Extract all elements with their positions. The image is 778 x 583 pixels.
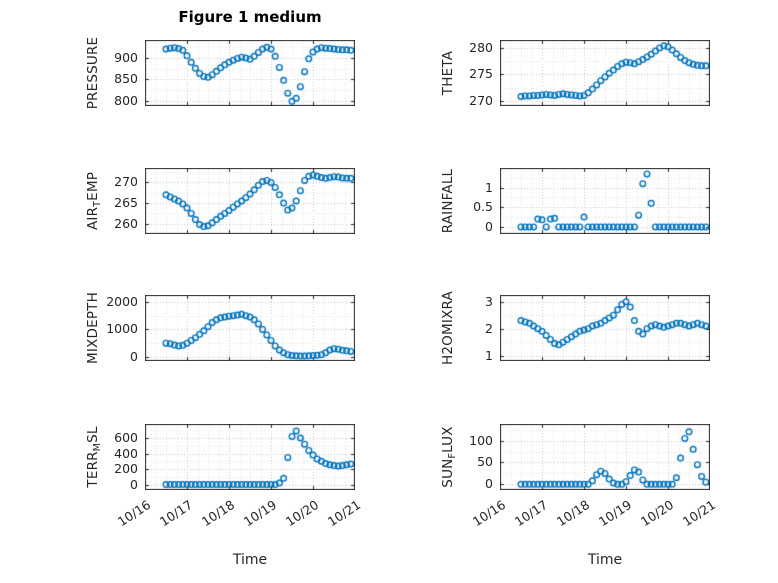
subplot-mixdepth: MIXDEPTH 0 1000 2000 bbox=[85, 292, 355, 364]
x-axis-label-left: Time bbox=[232, 552, 268, 568]
airtemp-x-tick-labels bbox=[145, 234, 355, 290]
airtemp-plot-area bbox=[145, 168, 355, 234]
subplot-sunflux: SUNFLUX 0 50 100 10/16 10/17 10/18 10/19 10/20… bbox=[440, 424, 718, 529]
theta-x-tick-labels bbox=[500, 106, 710, 162]
rainfall-plot-area bbox=[500, 168, 710, 234]
h2omixra-x-tick-labels bbox=[500, 361, 710, 417]
subplot-terrmsl: TERRMSL 0 200 400 600 10/16 10/17 10/18 10/19 1… bbox=[85, 424, 363, 529]
mixdepth-plot-area bbox=[145, 295, 355, 361]
figure-title: Figure 1 medium bbox=[178, 8, 322, 26]
pressure-x-tick-labels bbox=[145, 106, 355, 162]
subplot-pressure: PRESSURE 800 850 900 bbox=[85, 37, 355, 109]
h2omixra-plot-area bbox=[500, 295, 710, 361]
subplot-theta: THETA 270 275 280 bbox=[440, 40, 710, 108]
x-axis-label-right: Time bbox=[587, 552, 623, 568]
subplot-rainfall: RAINFALL 0 0.5 1 bbox=[440, 168, 710, 234]
terrmsl-plot-area bbox=[145, 424, 355, 490]
terrmsl-x-tick-labels: 10/16 10/17 10/18 10/19 10/20 10/21 bbox=[114, 497, 364, 530]
mixdepth-x-tick-labels bbox=[145, 361, 355, 417]
subplot-airtemp: AIRTEMP 260 265 270 bbox=[85, 168, 355, 234]
rainfall-x-tick-labels bbox=[500, 234, 710, 290]
theta-plot-area bbox=[500, 40, 710, 106]
sunflux-x-tick-labels: 10/16 10/17 10/18 10/19 10/20 10/21 bbox=[469, 497, 719, 530]
pressure-plot-area bbox=[145, 40, 355, 106]
sunflux-plot-area bbox=[500, 424, 710, 490]
